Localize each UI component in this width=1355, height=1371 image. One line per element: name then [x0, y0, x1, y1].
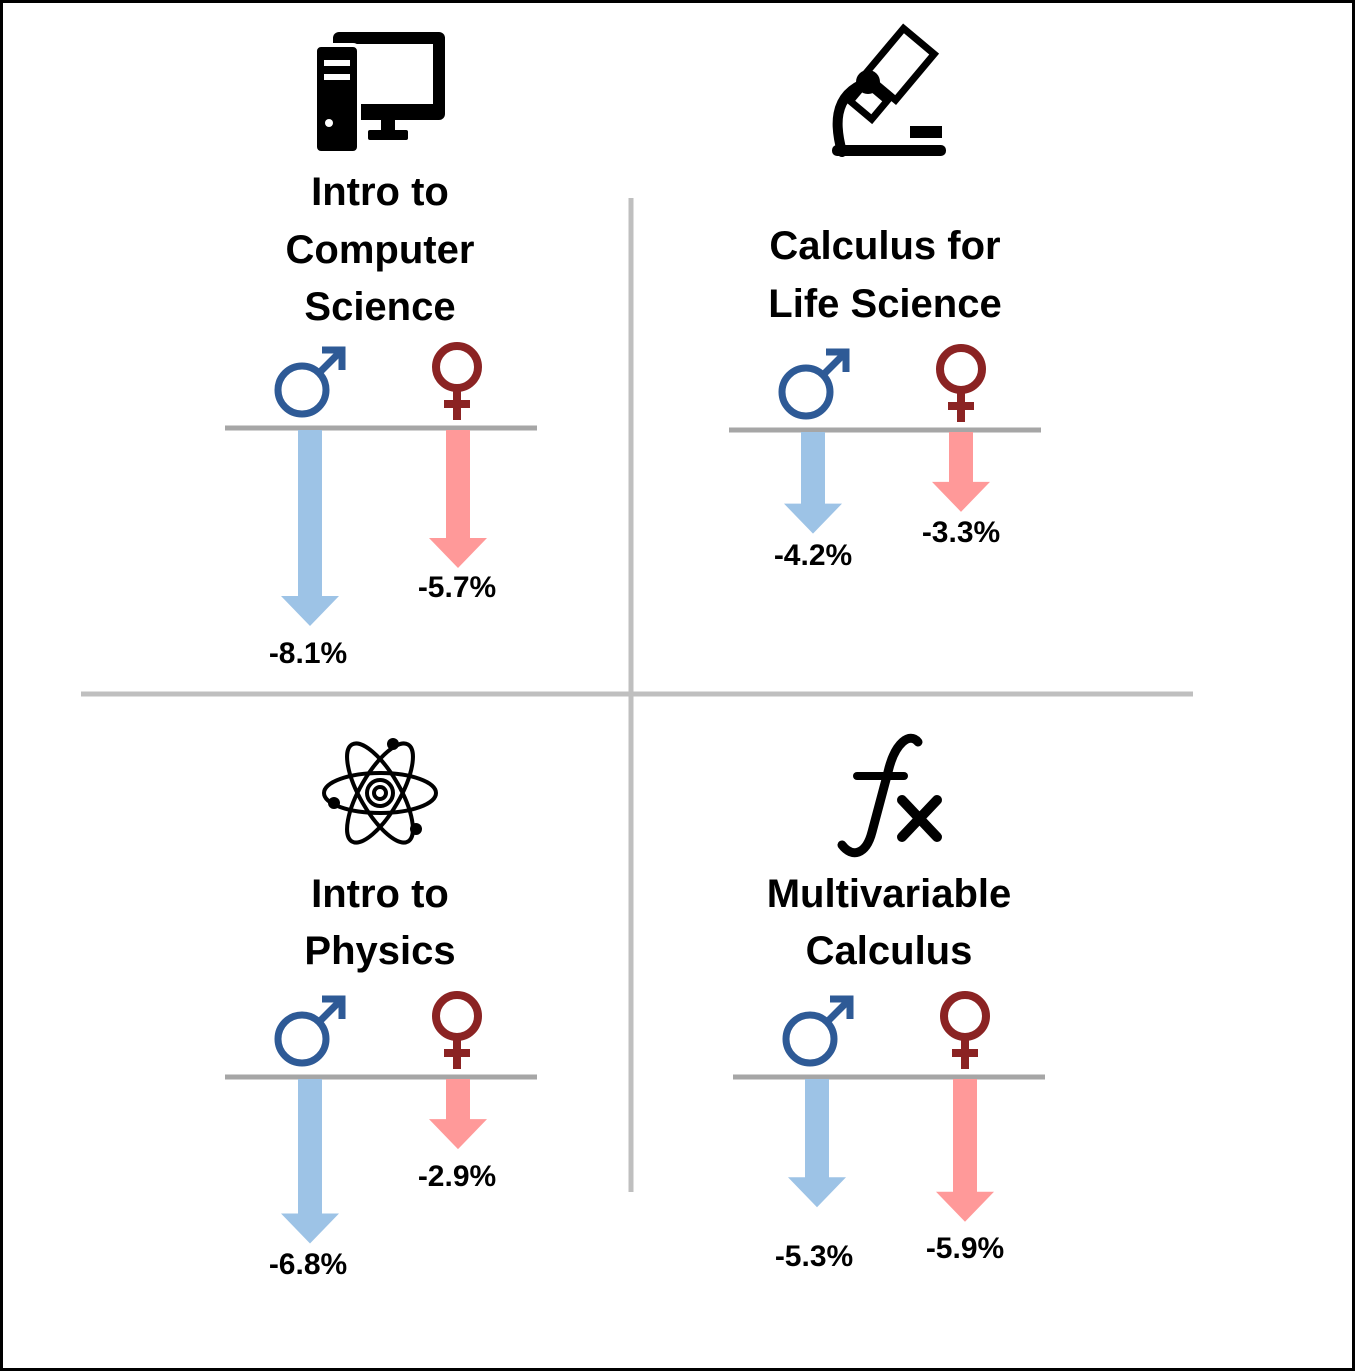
panel-title-line: Calculus — [806, 929, 973, 973]
panel-intro-cs: Intro to Computer Science -8.1% -5.7% — [225, 32, 537, 670]
panel-title-line: Physics — [304, 929, 455, 973]
data-label-male: -6.8% — [269, 1248, 347, 1281]
data-label-male: -5.3% — [775, 1240, 853, 1273]
data-label-female: -3.3% — [922, 516, 1000, 549]
male-symbol — [782, 352, 846, 416]
female-symbol — [436, 346, 478, 420]
panel-title-line: Calculus for — [769, 224, 1000, 268]
female-symbol — [436, 995, 478, 1069]
female-symbol — [944, 995, 986, 1069]
data-label-female: -5.9% — [926, 1232, 1004, 1265]
atom-icon — [322, 738, 438, 845]
data-label-female: -2.9% — [418, 1160, 496, 1193]
male-symbol — [786, 999, 850, 1063]
panel-title-line: Intro to — [311, 872, 449, 916]
female-symbol — [940, 348, 982, 422]
bar-arrow-male — [281, 1079, 339, 1244]
panel-title-line: Intro to — [311, 170, 449, 214]
panel-title-line: Multivariable — [767, 872, 1012, 916]
bar-arrow-male — [281, 430, 339, 627]
panel-multivar-calc: Multivariable Calculus -5.3% -5.9% — [733, 733, 1045, 1273]
bar-arrow-male — [788, 1079, 846, 1208]
computer-icon — [313, 32, 445, 155]
microscope-icon — [832, 23, 946, 157]
data-label-male: -4.2% — [774, 539, 852, 572]
panel-title-line: Computer — [286, 228, 475, 272]
data-label-male: -8.1% — [269, 637, 347, 670]
bar-arrow-female — [932, 432, 990, 512]
function-icon — [837, 733, 942, 858]
bar-arrow-female — [936, 1079, 994, 1222]
male-symbol — [278, 350, 342, 414]
bar-arrow-female — [429, 430, 487, 568]
bar-arrow-female — [429, 1079, 487, 1150]
data-label-female: -5.7% — [418, 571, 496, 604]
male-symbol — [278, 999, 342, 1063]
panel-calc-life: Calculus for Life Science -4.2% -3.3% — [729, 23, 1041, 572]
panel-intro-physics: Intro to Physics -6.8% -2.9% — [225, 738, 537, 1281]
bar-arrow-male — [784, 432, 842, 534]
panel-title-line: Life Science — [768, 282, 1001, 326]
panel-title-line: Science — [304, 285, 455, 329]
